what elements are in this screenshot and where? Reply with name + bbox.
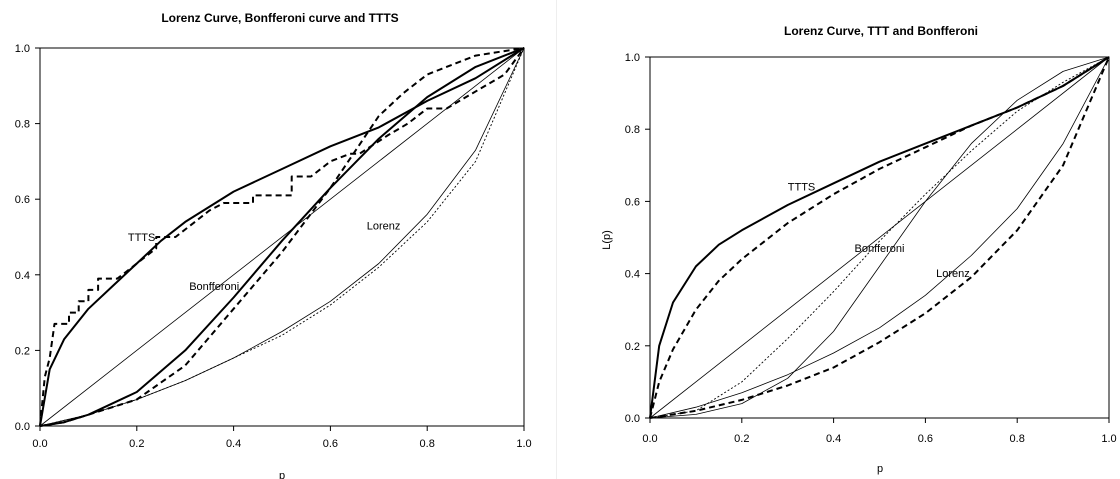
lorenz-bonfferoni-ttts-chart: Lorenz Curve, Bonfferoni curve and TTTS … [15, 11, 532, 479]
y-tick: 0.8 [625, 124, 650, 136]
svg-text:0.6: 0.6 [918, 433, 933, 445]
series-line-6 [39, 47, 525, 427]
chart-title: Lorenz Curve, Bonfferoni curve and TTTS [161, 11, 398, 25]
chart-panel-left: Lorenz Curve, Bonfferoni curve and TTTS … [0, 0, 555, 479]
svg-text:1.0: 1.0 [1101, 433, 1116, 445]
y-tick: 0.4 [625, 269, 650, 281]
y-ticks: 0.0 0.2 0.4 0.6 0.8 1.0 [15, 43, 40, 433]
x-tick: 0.2 [129, 426, 144, 450]
svg-text:0.8: 0.8 [625, 124, 640, 136]
x-tick: 0.0 [32, 426, 48, 450]
x-tick: 0.0 [642, 418, 658, 445]
annotation-layer: TTTS Bonfferoni Lorenz [788, 182, 970, 281]
svg-text:0.0: 0.0 [642, 433, 657, 445]
x-axis-label: p [279, 470, 285, 479]
y-tick: 0.0 [625, 413, 650, 425]
lorenz-ttt-bonfferoni-chart: Lorenz Curve, TTT and Bonfferoni 0.0 0.2… [601, 24, 1117, 475]
x-tick: 0.4 [826, 418, 841, 445]
series-layer [649, 56, 1110, 419]
y-tick: 0.2 [625, 341, 650, 353]
svg-text:0.4: 0.4 [15, 270, 30, 282]
svg-text:0.6: 0.6 [625, 196, 640, 208]
x-tick: 0.8 [420, 426, 435, 450]
svg-text:1.0: 1.0 [625, 52, 640, 64]
y-tick: 0.6 [15, 194, 40, 206]
series-line-4 [649, 56, 1110, 419]
curve-annotation-2: Lorenz [936, 268, 970, 280]
y-tick: 0.4 [15, 270, 40, 282]
series-line-6 [649, 56, 1110, 419]
svg-text:0.0: 0.0 [15, 421, 30, 433]
y-axis-label: L(p) [601, 230, 613, 250]
svg-text:0.2: 0.2 [734, 433, 749, 445]
y-tick: 0.6 [625, 196, 650, 208]
x-tick: 0.8 [1010, 418, 1025, 445]
plot-frame [39, 47, 525, 427]
y-ticks: 0.0 0.2 0.4 0.6 0.8 1.0 [625, 52, 650, 425]
series-line-0 [649, 56, 1110, 419]
curve-annotation-1: Bonfferoni [855, 243, 905, 255]
x-tick: 1.0 [1101, 418, 1117, 445]
svg-text:0.4: 0.4 [625, 269, 640, 281]
series-line-2 [649, 56, 1110, 419]
y-tick: 1.0 [15, 43, 40, 55]
svg-text:0.2: 0.2 [625, 341, 640, 353]
svg-text:0.6: 0.6 [15, 194, 30, 206]
y-tick: 1.0 [625, 52, 650, 64]
curve-annotation-0: TTTS [128, 232, 156, 244]
y-tick: 0.8 [15, 119, 40, 131]
series-line-2 [39, 47, 525, 427]
x-tick: 0.4 [226, 426, 241, 450]
series-line-3 [649, 56, 1110, 419]
x-tick: 0.6 [323, 426, 338, 450]
series-line-0 [39, 47, 525, 427]
svg-text:0.0: 0.0 [625, 413, 640, 425]
curve-annotation-0: TTTS [788, 182, 816, 194]
y-tick: 0.2 [15, 345, 40, 357]
svg-text:1.0: 1.0 [516, 438, 531, 450]
series-layer [39, 47, 525, 427]
svg-text:0.2: 0.2 [15, 345, 30, 357]
svg-text:0.8: 0.8 [15, 119, 30, 131]
svg-text:0.0: 0.0 [32, 438, 47, 450]
svg-text:0.6: 0.6 [323, 438, 338, 450]
svg-text:0.4: 0.4 [826, 433, 841, 445]
x-tick: 1.0 [516, 426, 532, 450]
svg-text:0.2: 0.2 [129, 438, 144, 450]
series-line-5 [649, 56, 1110, 419]
curve-annotation-2: Lorenz [367, 220, 401, 232]
annotation-layer: TTTS Bonfferoni Lorenz [128, 220, 401, 293]
x-axis-label: p [877, 463, 883, 475]
svg-text:0.4: 0.4 [226, 438, 241, 450]
panel-divider [556, 0, 557, 479]
x-tick: 0.2 [734, 418, 749, 445]
series-line-5 [39, 47, 525, 427]
plot-frame [649, 56, 1110, 419]
x-tick: 0.6 [918, 418, 933, 445]
y-tick: 0.0 [15, 421, 40, 433]
chart-title: Lorenz Curve, TTT and Bonfferoni [784, 24, 978, 38]
curve-annotation-1: Bonfferoni [189, 281, 239, 293]
x-ticks: 0.0 0.2 0.4 0.6 0.8 1.0 [642, 418, 1117, 445]
svg-text:0.8: 0.8 [420, 438, 435, 450]
x-ticks: 0.0 0.2 0.4 0.6 0.8 1.0 [32, 426, 532, 450]
svg-text:0.8: 0.8 [1010, 433, 1025, 445]
svg-text:1.0: 1.0 [15, 43, 30, 55]
chart-panel-right: Lorenz Curve, TTT and Bonfferoni 0.0 0.2… [560, 0, 1120, 479]
